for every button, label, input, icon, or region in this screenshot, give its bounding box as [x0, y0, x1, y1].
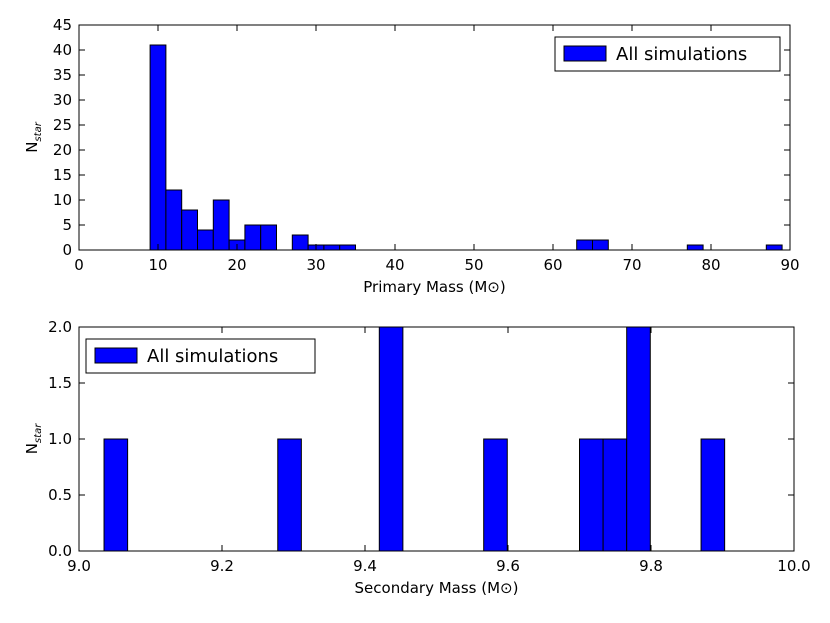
x-tick-label: 9.6: [496, 557, 520, 575]
y-tick-label: 40: [53, 41, 72, 59]
x-tick-label: 20: [227, 256, 246, 274]
histogram-bar: [165, 189, 183, 251]
legend: All simulations: [85, 338, 316, 374]
legend-label: All simulations: [147, 346, 278, 367]
y-tick-label: 0: [62, 241, 72, 259]
y-axis-label: Nstar: [23, 423, 44, 454]
histogram-bar: [339, 244, 357, 251]
y-tick-label: 35: [53, 66, 72, 84]
y-tick-label: 15: [53, 166, 72, 184]
y-tick-label: 30: [53, 91, 72, 109]
histogram-bar: [576, 239, 594, 251]
y-axis-label: Nstar: [23, 121, 44, 152]
secondary-mass-histogram: 9.0 9.2 9.4 9.6 9.8 10.0 0.0 0.5 1.0 1.5 2.0 Second…: [23, 318, 811, 597]
legend-swatch: [94, 347, 138, 364]
histogram-bar: [103, 438, 129, 552]
primary-mass-histogram: 0 10 20 30 40 50 60 70 80 90 0 5 10 15 20 25 30 35 40 45 Pri…: [23, 16, 800, 296]
y-tick-label: 20: [53, 141, 72, 159]
y-tick-label: 10: [53, 191, 72, 209]
y-tick-label: 25: [53, 116, 72, 134]
x-tick-label: 60: [543, 256, 562, 274]
x-tick-label: 40: [385, 256, 404, 274]
histogram-bar: [579, 438, 604, 552]
x-tick-label: 9.4: [353, 557, 377, 575]
y-tick-label: 2.0: [48, 318, 72, 336]
histogram-bar: [686, 244, 704, 251]
legend-label: All simulations: [616, 44, 747, 65]
x-tick-label: 0: [74, 256, 84, 274]
y-tick-label: 0.0: [48, 542, 72, 560]
y-tick-label: 1.5: [48, 374, 72, 392]
x-tick-label: 80: [701, 256, 720, 274]
histogram-bar: [244, 224, 262, 251]
histogram-bar: [765, 244, 783, 251]
x-tick-label: 10.0: [777, 557, 810, 575]
histogram-bar: [626, 326, 651, 552]
histogram-bar: [291, 234, 309, 251]
legend-swatch: [563, 45, 607, 62]
histogram-bar: [181, 209, 198, 251]
x-tick-label: 50: [464, 256, 483, 274]
x-axis-label: Secondary Mass (M⊙): [355, 579, 519, 597]
x-tick-label: 9.0: [67, 557, 91, 575]
x-tick-label: 10: [148, 256, 167, 274]
axes-frame: [78, 24, 791, 251]
x-tick-label: 30: [306, 256, 325, 274]
y-tick-label: 5: [62, 216, 72, 234]
x-tick-label: 9.2: [210, 557, 234, 575]
histogram-bar: [483, 438, 508, 552]
x-tick-label: 9.8: [639, 557, 663, 575]
histogram-bar: [197, 229, 214, 251]
histogram-bar: [378, 326, 404, 552]
histogram-bar: [149, 44, 167, 251]
histogram-bar: [323, 244, 341, 251]
legend: All simulations: [554, 36, 781, 72]
histogram-bar: [700, 438, 726, 552]
axes-frame: [78, 326, 795, 552]
x-tick-label: 90: [780, 256, 799, 274]
histogram-bar: [277, 438, 302, 552]
y-tick-label: 45: [53, 16, 72, 34]
y-tick-label: 1.0: [48, 430, 72, 448]
histogram-bar: [212, 199, 230, 251]
histogram-bar: [602, 438, 628, 552]
histogram-bar: [592, 239, 609, 251]
y-tick-label: 0.5: [48, 486, 72, 504]
x-tick-label: 70: [622, 256, 641, 274]
x-axis-label: Primary Mass (M⊙): [363, 278, 505, 296]
histogram-bar: [260, 224, 278, 251]
